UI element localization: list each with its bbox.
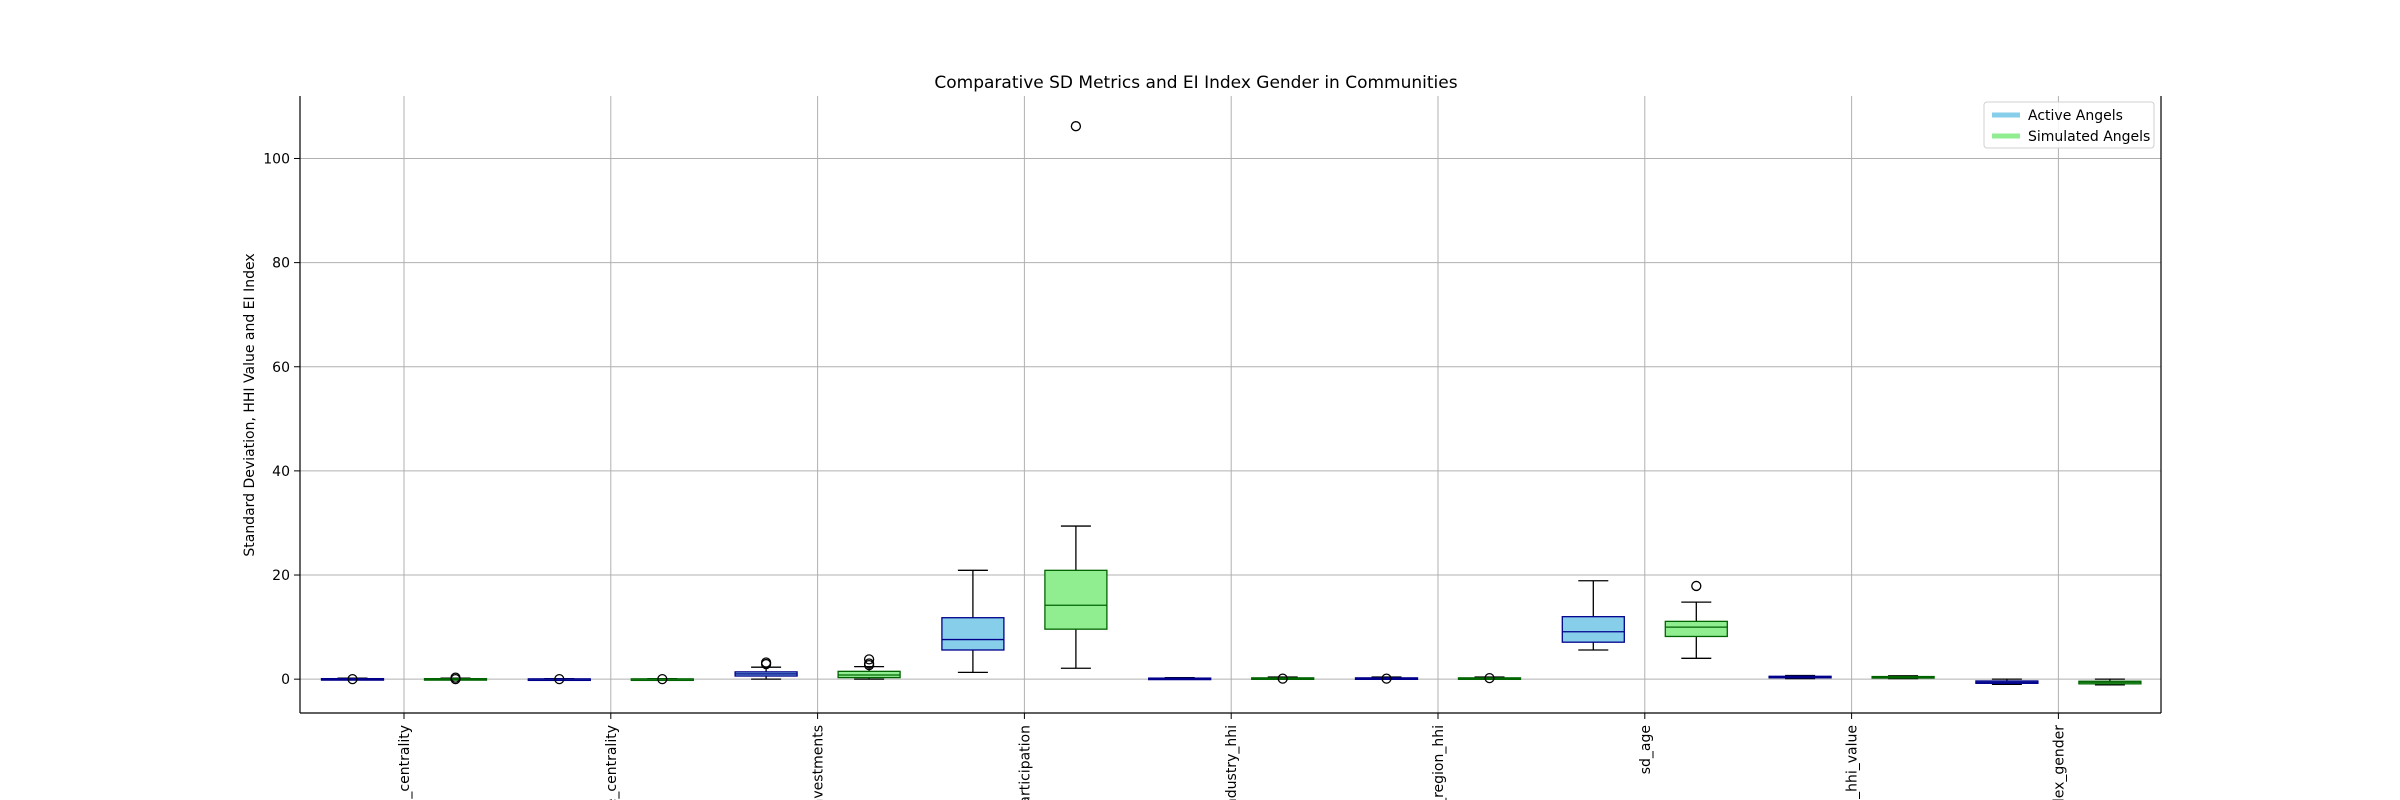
- y-axis-label: Standard Deviation, HHI Value and EI Ind…: [242, 253, 258, 556]
- box-active-1: [527, 674, 591, 685]
- box-active-0: [320, 674, 385, 685]
- box-simulated-6: [1664, 580, 1728, 659]
- x-axis-ticks: _centrality e_centrality nvestments articip…: [397, 713, 2067, 800]
- x-tick-label: nvestments: [811, 725, 827, 800]
- box-simulated-8: [2078, 678, 2142, 686]
- legend-box: [1983, 101, 2155, 149]
- box-active-7: [1768, 674, 1832, 680]
- box-active-2: [734, 657, 798, 680]
- box-active-4: [1148, 676, 1212, 681]
- box-simulated-1: [630, 674, 694, 685]
- box-active-5: [1354, 673, 1419, 684]
- outlier-point: [760, 657, 772, 668]
- chart-title: Comparative SD Metrics and EI Index Gend…: [934, 73, 1457, 93]
- grid-lines: [300, 96, 2161, 713]
- outlier-point: [1277, 673, 1288, 684]
- box-body: [1664, 620, 1728, 638]
- x-tick-label: _centrality: [397, 725, 413, 800]
- y-tick-label: 20: [272, 568, 290, 584]
- outlier-point: [554, 674, 565, 685]
- x-tick-label: dex_gender: [2051, 725, 2067, 800]
- y-tick-label: 40: [272, 464, 290, 480]
- box-simulated-2: [837, 654, 901, 680]
- legend-label: Active Angels: [2028, 108, 2123, 124]
- plot-area: [320, 121, 2142, 686]
- y-tick-label: 60: [272, 360, 290, 376]
- outlier-point: [863, 654, 875, 665]
- outlier-point: [657, 674, 668, 685]
- outlier-point: [347, 674, 358, 685]
- outlier-point: [1484, 672, 1495, 684]
- x-tick-label: e_centrality: [604, 725, 620, 800]
- x-tick-label: _region_hhi: [1431, 725, 1447, 800]
- legend-label: Simulated Angels: [2028, 129, 2150, 145]
- box-active-8: [1975, 678, 2039, 686]
- box-body: [1044, 569, 1108, 630]
- box-simulated-0: [423, 672, 488, 685]
- outlier-point: [450, 672, 461, 683]
- legend: Active Angels Simulated Angels: [1983, 101, 2155, 149]
- x-tick-label: articipation: [1017, 725, 1033, 800]
- box-simulated-3: [1044, 121, 1108, 669]
- y-tick-label: 80: [272, 256, 290, 272]
- outlier-point: [863, 658, 875, 669]
- outlier-point: [1070, 121, 1082, 132]
- box-active-6: [1561, 580, 1625, 651]
- box-body: [941, 617, 1005, 651]
- y-tick-label: 100: [263, 151, 290, 167]
- x-tick-label: _hhi_value: [1845, 725, 1861, 800]
- box-simulated-7: [1871, 675, 1935, 680]
- x-tick-label: ndustry_hhi: [1224, 725, 1240, 800]
- axes: [299, 96, 2162, 714]
- box-simulated-5: [1457, 672, 1522, 684]
- box-simulated-4: [1251, 673, 1315, 684]
- y-tick-label: 0: [281, 672, 290, 688]
- box-active-3: [941, 569, 1005, 674]
- y-axis-ticks: 0 20 40 60 80 100: [263, 151, 300, 688]
- outlier-point: [1691, 580, 1702, 592]
- outlier-point: [1381, 673, 1392, 684]
- x-tick-label: sd_age: [1638, 725, 1654, 774]
- box-body: [1561, 616, 1625, 643]
